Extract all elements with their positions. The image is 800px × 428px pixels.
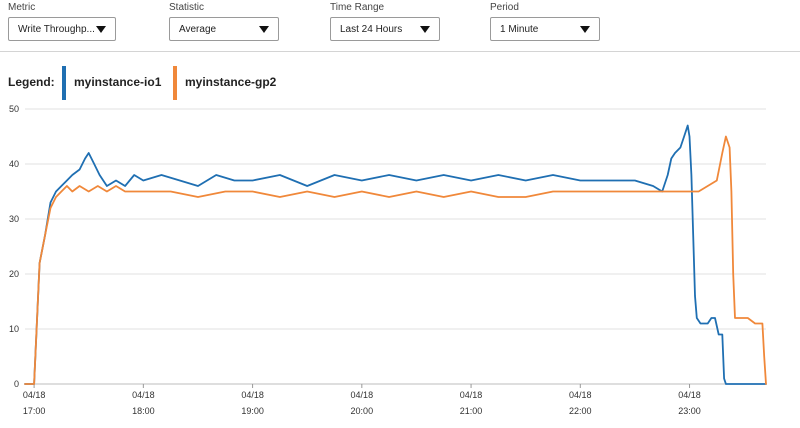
x-tick-time-label: 20:00 bbox=[351, 406, 374, 416]
y-tick-label: 10 bbox=[9, 324, 19, 334]
x-tick-date-label: 04/18 bbox=[351, 390, 374, 400]
time-range-value: Last 24 Hours bbox=[340, 24, 403, 35]
statistic-label: Statistic bbox=[169, 2, 205, 13]
x-tick-time-label: 19:00 bbox=[241, 406, 264, 416]
y-tick-label: 20 bbox=[9, 269, 19, 279]
legend-swatch-io1 bbox=[62, 66, 66, 100]
x-tick-date-label: 04/18 bbox=[678, 390, 701, 400]
x-tick-date-label: 04/18 bbox=[569, 390, 592, 400]
x-tick-date-label: 04/18 bbox=[241, 390, 264, 400]
legend-label-io1: myinstance-io1 bbox=[74, 75, 162, 89]
y-tick-label: 50 bbox=[9, 104, 19, 114]
line-chart: 0 10 20 30 40 50 04/18 17:00 04/18 18:00 04/18 19:0… bbox=[9, 104, 767, 416]
controls-bar: Metric Write Throughp... Statistic Avera… bbox=[0, 0, 800, 52]
chevron-down-icon bbox=[420, 26, 430, 33]
y-tick-label: 0 bbox=[14, 379, 19, 389]
chevron-down-icon bbox=[259, 26, 269, 33]
x-tick-time-label: 23:00 bbox=[678, 406, 701, 416]
metric-select[interactable]: Write Throughp... bbox=[8, 17, 116, 41]
legend-swatch-gp2 bbox=[173, 66, 177, 100]
x-tick-time-label: 17:00 bbox=[23, 406, 46, 416]
period-label: Period bbox=[490, 2, 519, 13]
legend: Legend: myinstance-io1 myinstance-gp2 bbox=[8, 66, 798, 102]
time-range-label: Time Range bbox=[330, 2, 385, 13]
x-tick-date-label: 04/18 bbox=[23, 390, 46, 400]
controls-divider bbox=[0, 51, 800, 52]
series-line-io1 bbox=[24, 124, 767, 385]
y-tick-label: 30 bbox=[9, 214, 19, 224]
x-tick-time-label: 22:00 bbox=[569, 406, 592, 416]
x-tick-date-label: 04/18 bbox=[132, 390, 155, 400]
x-tick-time-label: 21:00 bbox=[460, 406, 483, 416]
x-tick-date-label: 04/18 bbox=[460, 390, 483, 400]
series-line-gp2 bbox=[24, 135, 767, 385]
metric-label: Metric bbox=[8, 2, 36, 13]
x-tick-time-label: 18:00 bbox=[132, 406, 155, 416]
legend-title: Legend: bbox=[8, 75, 55, 89]
chevron-down-icon bbox=[580, 26, 590, 33]
period-value: 1 Minute bbox=[500, 24, 539, 35]
chevron-down-icon bbox=[96, 26, 106, 33]
metric-value: Write Throughp... bbox=[18, 24, 95, 35]
time-range-select[interactable]: Last 24 Hours bbox=[330, 17, 440, 41]
statistic-value: Average bbox=[179, 24, 217, 35]
statistic-select[interactable]: Average bbox=[169, 17, 279, 41]
y-tick-label: 40 bbox=[9, 159, 19, 169]
legend-label-gp2: myinstance-gp2 bbox=[185, 75, 277, 89]
period-select[interactable]: 1 Minute bbox=[490, 17, 600, 41]
